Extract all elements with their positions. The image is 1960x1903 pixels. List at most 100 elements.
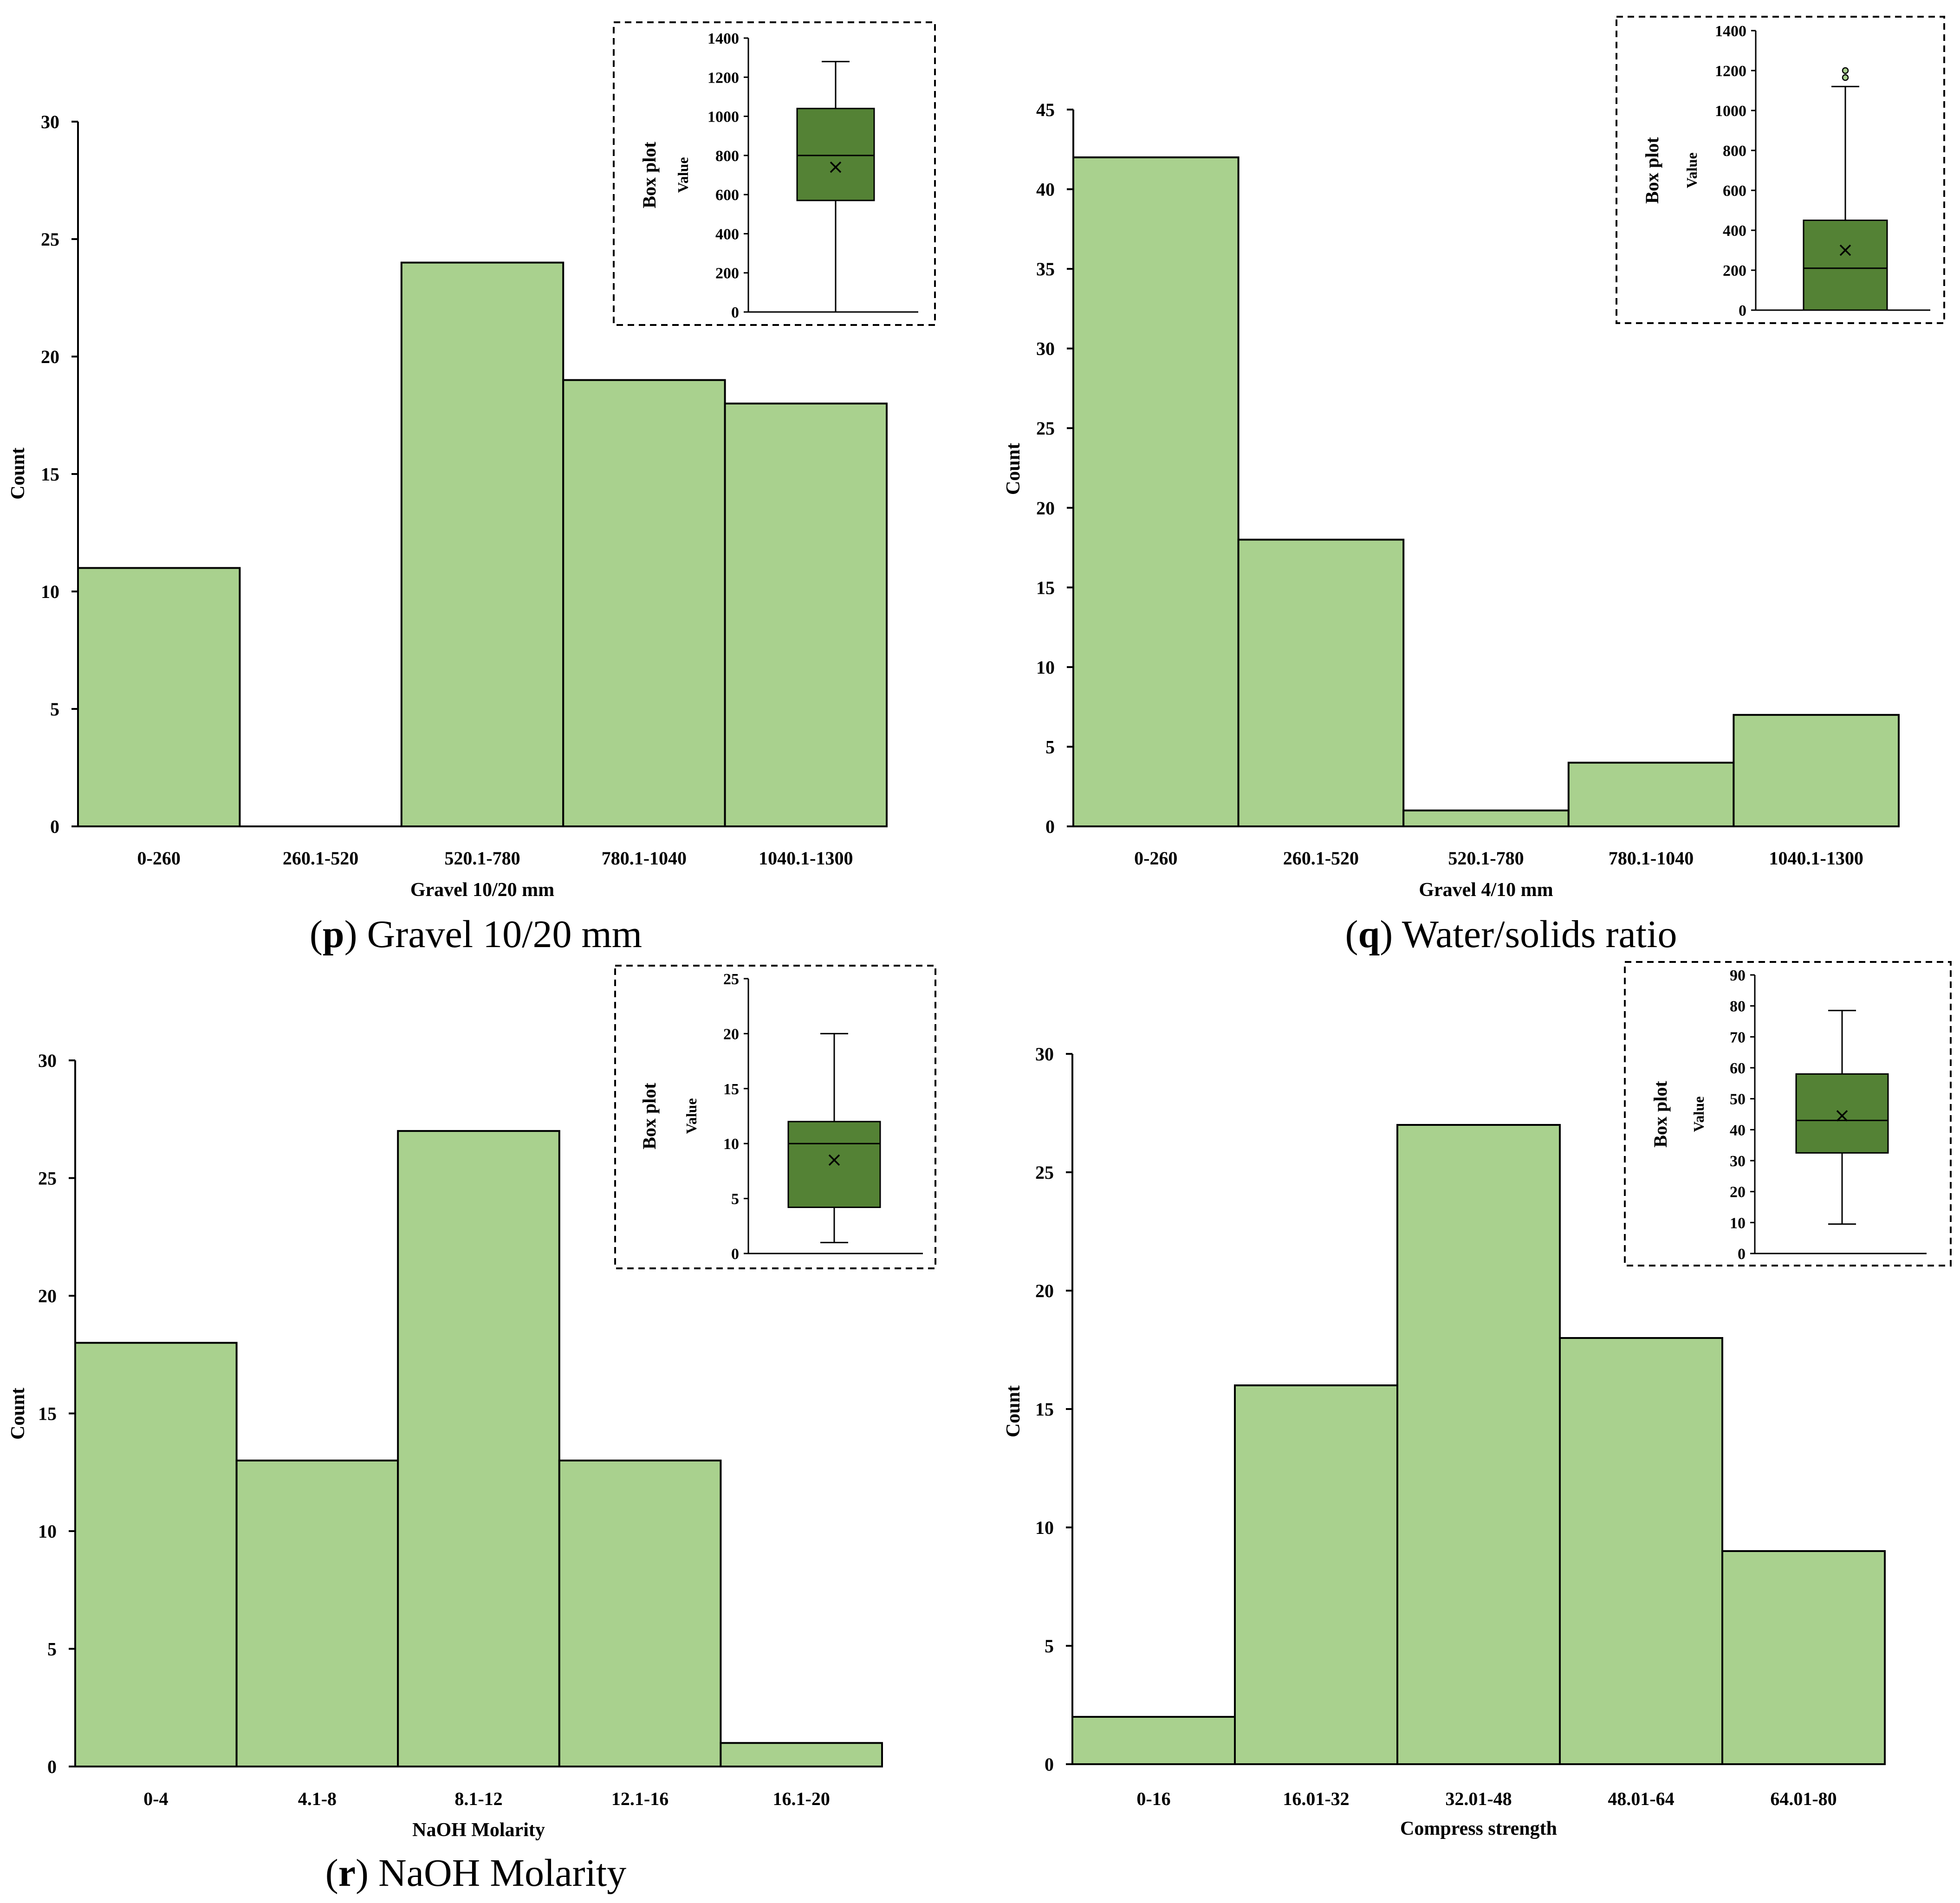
histogram-bar [1396,1124,1561,1765]
inset-frame [1624,961,1952,1267]
y-tick-label: 20 [41,346,59,367]
y-tick-label: 25 [41,229,59,250]
inset-tick-label: 10 [1730,1215,1746,1232]
y-tick-label: 5 [1045,1636,1054,1656]
chart-panel-q: 0 5 10 15 20 25 30 35 40 45 0-260 260.1-520 520.1-78… [1003,16,1945,956]
inset-tick-label: 20 [1730,1184,1746,1201]
inset-tick-label: 70 [1730,1029,1746,1046]
iqr-box [1795,1073,1889,1154]
inset-tick-label: 1200 [707,69,739,86]
y-tick-label: 0 [1045,1754,1054,1775]
inset-box-plot: 0 5 10 15 20 25 Box plot Value [614,965,936,1269]
inset-tick-label: 90 [1730,967,1746,984]
y-tick-label: 5 [1045,736,1055,757]
mean-marker [1836,1110,1848,1122]
x-category-label: 1040.1-1300 [759,848,853,869]
histogram-bar [1733,714,1900,828]
y-tick-label: 15 [38,1403,57,1424]
panel-caption: (r) NaOH Molarity [325,1851,627,1895]
y-tick-label: 15 [41,464,59,485]
x-axis-title: Gravel 10/20 mm [410,879,554,901]
y-tick-label: 5 [47,1639,57,1660]
histogram-bar [1559,1337,1723,1765]
histogram-bar [1402,809,1570,827]
x-category-label: 780.1-1040 [1609,848,1694,869]
y-tick-label: 25 [38,1168,57,1189]
inset-tick-label: 1200 [1715,63,1746,80]
y-tick-label: 15 [1036,577,1055,598]
x-category-label: 1040.1-1300 [1769,848,1863,869]
y-tick-label: 20 [1035,1280,1054,1301]
inset-tick-label: 30 [1730,1153,1746,1170]
mean-marker [828,1154,840,1166]
histogram-bar [1071,1716,1236,1765]
inset-tick-label: 1400 [1715,23,1746,40]
inset-frame [613,21,936,326]
histogram-bar [400,261,565,827]
y-tick-label: 25 [1036,418,1055,439]
x-category-label: 16.1-20 [773,1788,830,1809]
y-tick-label: 25 [1035,1162,1054,1183]
mean-marker [830,161,842,173]
x-category-label: 4.1-8 [298,1788,337,1809]
x-category-label: 0-4 [143,1788,168,1809]
caption-letter: q [1358,913,1380,956]
y-tick-label: 10 [1036,657,1055,678]
y-tick-label: 0 [47,1756,57,1777]
x-category-label: 0-16 [1136,1788,1170,1809]
x-category-label: 64.01-80 [1770,1788,1837,1809]
y-tick-label: 30 [41,111,59,132]
caption-text: NaOH Molarity [378,1851,626,1895]
y-tick-label: 35 [1036,259,1055,279]
y-tick-label: 30 [38,1050,57,1071]
x-category-label: 16.01-32 [1283,1788,1349,1809]
inset-tick-label: 50 [1730,1091,1746,1108]
inset-value-label: Value [683,1098,700,1134]
chart-panel-r: 0 5 10 15 20 25 30 0-4 4.1-8 8.1-12 12.1-16 16.1-20… [7,965,936,1895]
outlier-point [1842,74,1849,81]
x-category-label: 0-260 [1134,848,1177,869]
y-tick-label: 5 [50,699,59,720]
inset-tick-label: 600 [715,187,739,204]
histogram-bar [1567,761,1735,828]
inset-tick-label: 1000 [1715,103,1746,120]
histogram-bar [558,1459,722,1767]
caption-open-paren: ( [325,1851,338,1895]
inset-tick-label: 600 [1723,182,1746,200]
caption-letter: p [323,913,344,956]
y-axis-title: Count [1003,443,1024,495]
y-tick-label: 10 [1035,1517,1054,1538]
panel-caption: (p) Gravel 10/20 mm [310,913,642,956]
y-tick-label: 45 [1036,99,1055,120]
y-tick-label: 20 [38,1286,57,1306]
panel-caption: (q) Water/solids ratio [1345,913,1677,956]
inset-frame [1616,16,1945,324]
x-category-label: 8.1-12 [454,1788,502,1809]
inset-tick-label: 5 [731,1191,739,1208]
inset-value-label: Value [1683,152,1700,188]
y-axis-title: Count [7,1388,29,1440]
inset-tick-label: 40 [1730,1122,1746,1139]
y-axis-title: Count [7,448,29,500]
x-category-label: 780.1-1040 [602,848,687,869]
caption-close-paren: ) [344,913,367,956]
histogram-bar [1072,156,1240,827]
inset-tick-label: 800 [715,148,739,165]
caption-open-paren: ( [310,913,323,956]
histogram-bar [720,1742,883,1768]
histogram-bar [1234,1384,1398,1765]
inset-tick-label: 20 [723,1026,739,1043]
inset-tick-label: 0 [731,1246,739,1263]
histogram-bar [77,567,241,827]
inset-tick-label: 200 [715,265,739,282]
x-category-label: 520.1-780 [1448,848,1524,869]
iqr-box [787,1121,881,1208]
histogram-bar [724,403,888,827]
inset-tick-label: 80 [1730,998,1746,1015]
histogram-bar [562,379,726,827]
caption-close-paren: ) [1380,913,1402,956]
caption-text: Water/solids ratio [1402,913,1677,956]
caption-text: Gravel 10/20 mm [367,913,643,956]
iqr-box [1803,220,1888,311]
chart-panel-p: 0 5 10 15 20 25 30 0-260 260.1-520 520.1-780 780.1… [7,21,936,956]
